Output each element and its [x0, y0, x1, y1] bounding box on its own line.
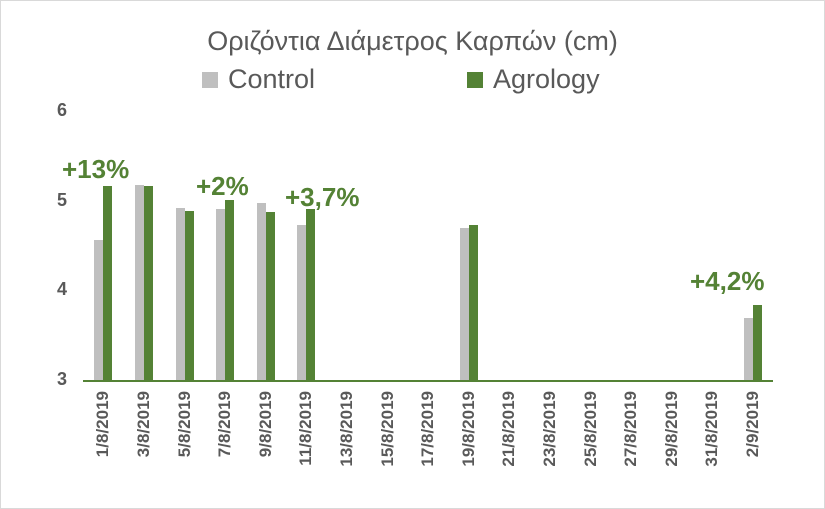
y-tick-label: 5 [57, 189, 68, 210]
annotation-percent-change: +3,7% [285, 182, 360, 212]
bar-agrology-19/8/2019 [468, 224, 478, 381]
legend-swatch-agrology [467, 71, 483, 88]
x-tick-label: 19/8/2019 [458, 391, 478, 467]
x-tick-label: 3/8/2019 [133, 391, 153, 458]
legend-item-agrology: Agrology [467, 64, 600, 95]
x-tick-label: 11/8/2019 [296, 391, 316, 466]
bar-agrology-7/8/2019 [225, 199, 235, 381]
x-tick-label: 27/8/2019 [621, 391, 641, 467]
x-tick-label: 2/9/2019 [742, 391, 762, 458]
bar-control-9/8/2019 [256, 203, 266, 381]
x-tick-label: 31/8/2019 [702, 391, 722, 467]
bar-control-19/8/2019 [459, 227, 469, 381]
x-axis-line [83, 380, 774, 382]
bar-control-3/8/2019 [134, 185, 144, 381]
bar-control-7/8/2019 [216, 208, 226, 381]
annotation-percent-change: +2% [196, 171, 249, 201]
legend-label-agrology: Agrology [493, 64, 600, 94]
x-tick-label: 7/8/2019 [215, 391, 235, 458]
x-tick-label: 21/8/2019 [499, 391, 519, 467]
x-tick-label: 25/8/2019 [580, 391, 600, 467]
legend-item-control: Control [202, 64, 315, 95]
bar-agrology-2/9/2019 [752, 304, 762, 381]
bar-control-5/8/2019 [175, 207, 185, 381]
x-tick-label: 17/8/2019 [418, 391, 438, 467]
bar-control-2/9/2019 [743, 318, 753, 381]
x-tick-label: 9/8/2019 [255, 391, 275, 458]
y-tick-label: 6 [57, 99, 68, 120]
x-tick-label: 13/8/2019 [336, 391, 356, 467]
legend-swatch-control [202, 71, 218, 88]
bar-control-11/8/2019 [297, 224, 307, 381]
x-tick-label: 15/8/2019 [377, 391, 397, 467]
y-tick-label: 3 [57, 369, 68, 389]
chart-title: Οριζόντια Διάμετρος Καρπών (cm) [207, 26, 618, 56]
y-tick-label: 4 [57, 279, 68, 300]
bar-agrology-1/8/2019 [103, 186, 113, 381]
x-tick-label: 23/8/2019 [539, 391, 559, 467]
x-tick-label: 1/8/2019 [93, 391, 113, 458]
x-tick-label: 29/8/2019 [661, 391, 681, 467]
bar-agrology-3/8/2019 [143, 186, 153, 381]
annotation-percent-change: +13% [62, 154, 130, 184]
x-tick-label: 5/8/2019 [174, 391, 194, 458]
legend-label-control: Control [228, 64, 316, 94]
annotation-percent-change: +4,2% [690, 266, 765, 296]
legend: Control Agrology [0, 64, 825, 98]
bar-agrology-5/8/2019 [184, 210, 194, 381]
bar-agrology-11/8/2019 [306, 208, 316, 381]
bar-agrology-9/8/2019 [265, 212, 275, 381]
bar-control-1/8/2019 [94, 240, 104, 381]
